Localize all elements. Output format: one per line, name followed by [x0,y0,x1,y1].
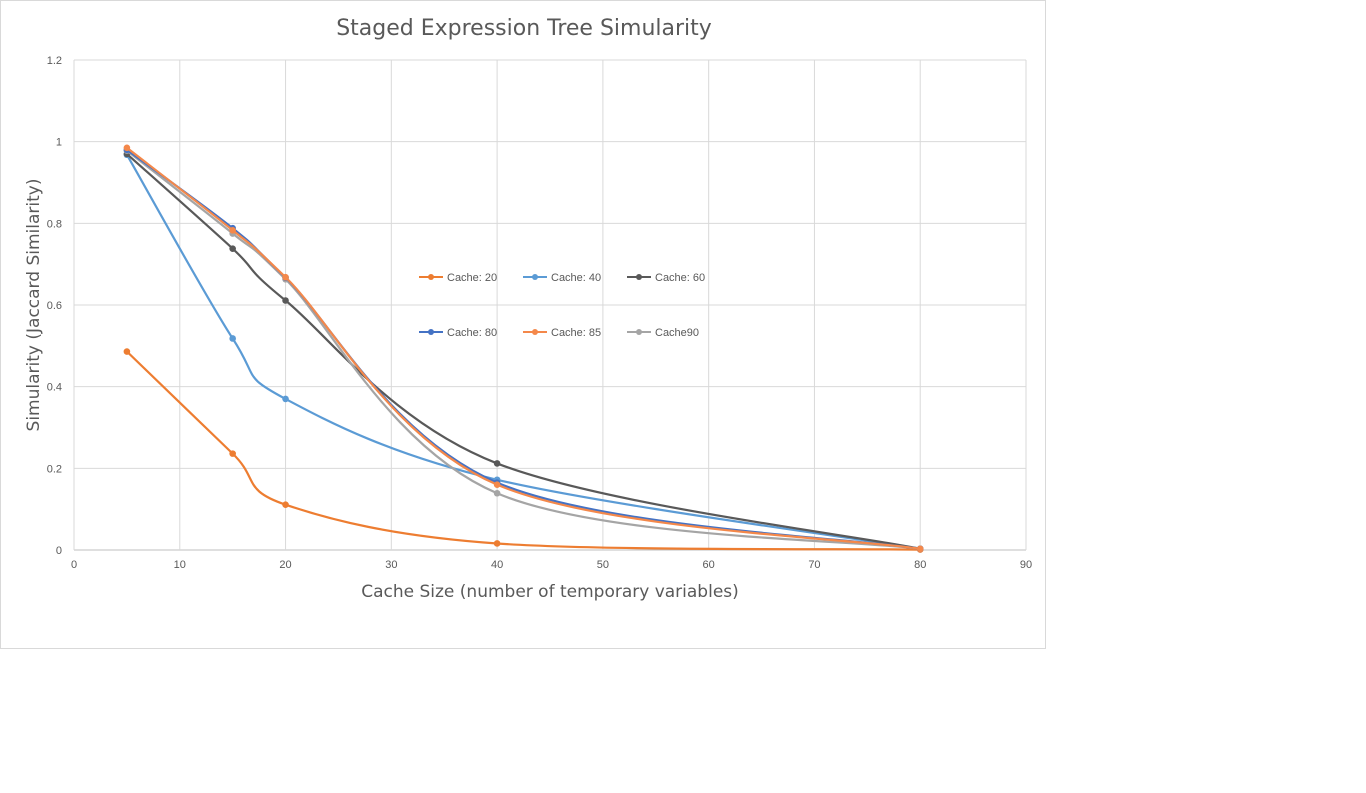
legend-label: Cache90 [655,327,699,339]
y-tick-label: 0.6 [47,300,62,312]
x-tick-label: 80 [914,559,926,571]
data-point [282,273,289,281]
series-line [126,153,921,550]
data-point [229,335,236,342]
data-point [493,489,501,497]
series-4 [123,146,924,553]
legend-label: Cache: 80 [447,327,497,339]
series-line [126,149,921,550]
legend: Cache: 20 Cache: 40 Cache: 60 Cache: 80 Cach… [419,272,705,339]
y-tick-label: 0.2 [47,463,62,475]
grid [73,59,1027,551]
y-tick-label: 0.8 [47,218,62,230]
x-axis-ticks: 0 10 20 30 40 50 60 70 80 90 [71,559,1032,571]
legend-label: Cache: 85 [551,327,601,339]
chart-frame: Staged Expression Tree Simularity 0 10 20 3… [0,0,1046,649]
legend-item: Cache: 80 [419,327,497,339]
x-axis-title: Cache Size (number of temporary variable… [361,582,739,602]
data-point [229,450,236,457]
series-line [126,350,921,551]
legend-item: Cache: 60 [627,272,705,284]
series-line [126,148,921,550]
data-point [282,501,289,508]
y-tick-label: 1.2 [47,55,62,67]
y-axis-title: Simularity (Jaccard Similarity) [24,179,44,432]
x-tick-label: 60 [703,559,715,571]
data-point [493,540,501,547]
data-point [282,297,289,304]
x-tick-label: 0 [71,559,77,571]
legend-label: Cache: 20 [447,272,497,284]
x-tick-label: 40 [491,559,503,571]
series-1 [123,348,924,553]
legend-marker [428,274,434,280]
chart-title: Staged Expression Tree Simularity [336,16,712,41]
legend-marker [636,329,642,335]
legend-item: Cache90 [627,327,699,339]
y-tick-label: 1 [56,137,62,149]
data-point [493,481,501,488]
x-tick-label: 50 [597,559,609,571]
x-tick-label: 70 [808,559,820,571]
x-tick-label: 30 [385,559,397,571]
legend-item: Cache: 40 [523,272,601,284]
x-tick-label: 20 [279,559,291,571]
x-tick-label: 10 [174,559,186,571]
data-point [123,144,131,152]
legend-marker [428,329,434,335]
legend-item: Cache: 85 [523,327,601,339]
legend-marker [636,274,642,280]
data-point [229,226,236,234]
series-5 [123,144,924,553]
series-lines [123,144,924,553]
legend-label: Cache: 60 [655,272,705,284]
y-tick-label: 0.4 [47,382,62,394]
legend-item: Cache: 20 [419,272,497,284]
data-point [493,460,501,467]
series-line [126,146,921,550]
x-tick-label: 90 [1020,559,1032,571]
data-point [282,395,289,403]
legend-label: Cache: 40 [551,272,601,284]
data-point [229,245,236,252]
data-point [916,545,924,553]
series-line [125,154,921,550]
data-point [123,348,131,355]
legend-marker [532,274,538,280]
line-chart: Staged Expression Tree Simularity 0 10 20 3… [24,16,1032,602]
y-tick-label: 0 [56,545,62,557]
legend-marker [532,329,538,335]
y-axis-ticks: 0 0.2 0.4 0.6 0.8 1 1.2 [47,55,62,557]
